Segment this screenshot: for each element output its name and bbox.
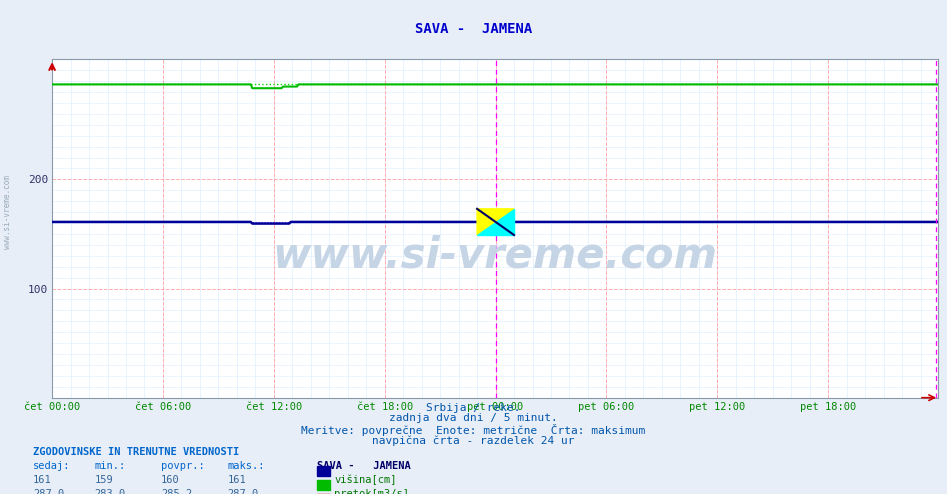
Text: 160: 160	[161, 475, 180, 485]
Text: sedaj:: sedaj:	[33, 461, 71, 471]
Text: SAVA -   JAMENA: SAVA - JAMENA	[317, 461, 411, 471]
Text: SAVA -  JAMENA: SAVA - JAMENA	[415, 22, 532, 36]
Text: www.si-vreme.com: www.si-vreme.com	[3, 175, 12, 249]
Text: min.:: min.:	[95, 461, 126, 471]
Text: www.si-vreme.com: www.si-vreme.com	[273, 235, 717, 277]
Text: maks.:: maks.:	[227, 461, 265, 471]
Text: povpr.:: povpr.:	[161, 461, 205, 471]
Text: 161: 161	[227, 475, 246, 485]
Text: 159: 159	[95, 475, 114, 485]
Text: navpična črta - razdelek 24 ur: navpična črta - razdelek 24 ur	[372, 435, 575, 446]
Polygon shape	[477, 209, 514, 235]
Text: Srbija / reke.: Srbija / reke.	[426, 403, 521, 412]
Text: 161: 161	[33, 475, 52, 485]
Text: višina[cm]: višina[cm]	[334, 475, 397, 485]
Text: zadnja dva dni / 5 minut.: zadnja dva dni / 5 minut.	[389, 413, 558, 423]
Text: 287.0: 287.0	[33, 489, 64, 494]
Text: ZGODOVINSKE IN TRENUTNE VREDNOSTI: ZGODOVINSKE IN TRENUTNE VREDNOSTI	[33, 447, 240, 457]
Text: 285.2: 285.2	[161, 489, 192, 494]
Polygon shape	[477, 209, 514, 235]
Text: pretok[m3/s]: pretok[m3/s]	[334, 489, 409, 494]
Text: Meritve: povprečne  Enote: metrične  Črta: maksimum: Meritve: povprečne Enote: metrične Črta:…	[301, 424, 646, 436]
Text: 283.0: 283.0	[95, 489, 126, 494]
Text: 287.0: 287.0	[227, 489, 259, 494]
